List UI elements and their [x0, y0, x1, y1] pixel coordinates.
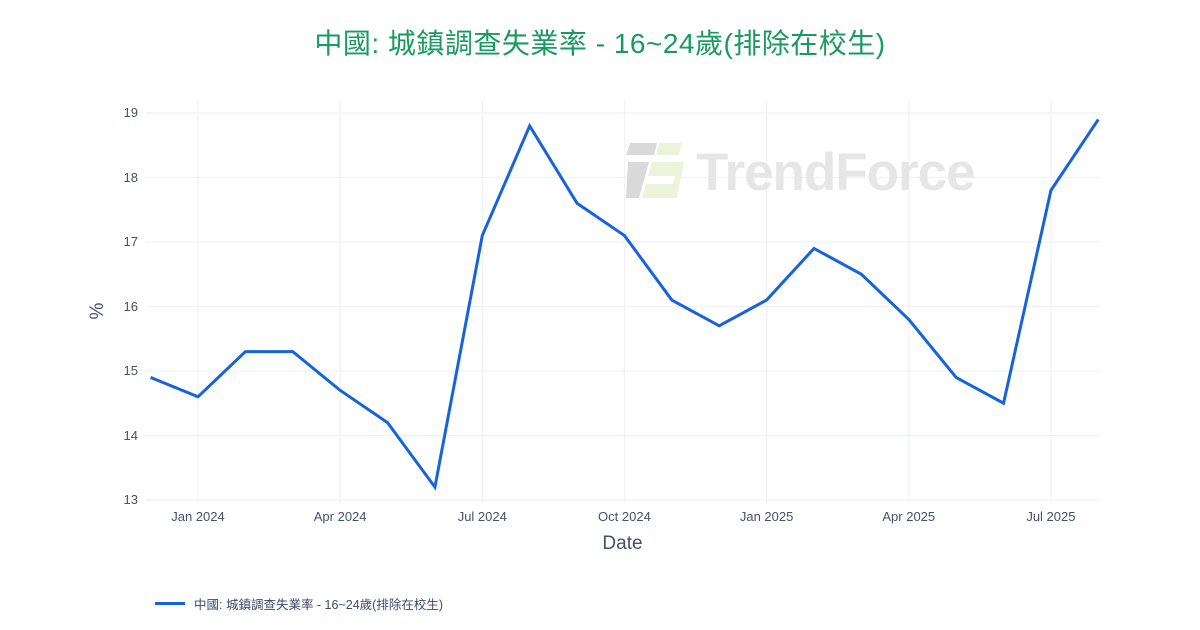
y-tick-label: 16	[123, 298, 138, 314]
y-tick-label: 17	[123, 234, 138, 249]
x-tick-label: Jul 2024	[457, 509, 507, 524]
x-tick-label: Jan 2025	[739, 509, 794, 524]
x-tick-label: Apr 2025	[882, 509, 936, 524]
y-tick-label: 14	[123, 427, 138, 443]
x-tick-label: Oct 2024	[598, 509, 651, 524]
x-axis-title: Date	[602, 533, 643, 554]
legend-line-swatch	[155, 601, 185, 605]
x-tick-label: Jan 2024	[171, 509, 225, 524]
x-tick-label: Jul 2025	[1026, 509, 1076, 524]
legend-label: 中國: 城鎮調查失業率 - 16~24歲(排除在校生)	[194, 597, 443, 612]
y-tick-label: 15	[123, 363, 138, 378]
chart-title: 中國: 城鎮調查失業率 - 16~24歲(排除在校生)	[314, 28, 886, 59]
x-tick-label: Apr 2024	[313, 509, 367, 524]
series-line	[150, 118, 1100, 491]
y-tick-label: 18	[123, 169, 138, 185]
legend-item[interactable]: 中國: 城鎮調查失業率 - 16~24歲(排除在校生)	[155, 594, 443, 612]
y-axis-title: %	[87, 302, 108, 320]
y-tick-label: 19	[123, 105, 138, 120]
plot-svg	[145, 100, 1100, 503]
y-tick-label: 13	[123, 492, 138, 507]
